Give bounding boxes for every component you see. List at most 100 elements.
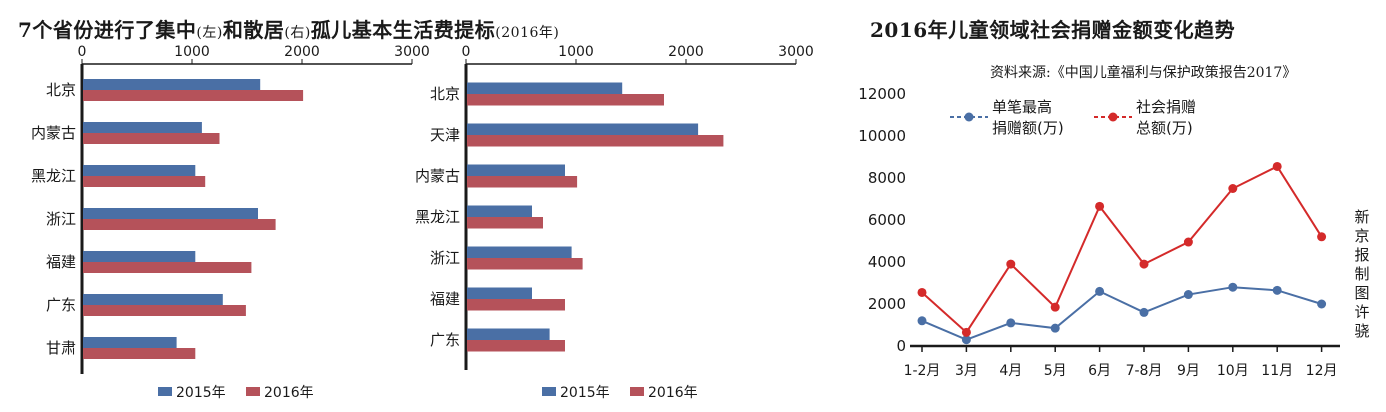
data-point	[1139, 307, 1149, 317]
y-tick-label: 8000	[868, 169, 906, 187]
data-point	[1006, 259, 1016, 269]
x-tick-label: 1-2月	[904, 363, 941, 379]
category-label: 内蒙古	[31, 124, 76, 142]
x-tick-label: 9月	[1177, 363, 1200, 379]
data-point	[961, 335, 971, 345]
bar-2016	[467, 217, 543, 229]
x-tick-label: 6月	[1088, 363, 1111, 379]
category-label: 福建	[430, 290, 460, 308]
x-tick-label: 3月	[955, 363, 978, 379]
bar-2016	[83, 305, 246, 316]
legend-swatch	[542, 387, 556, 396]
bar-2016	[467, 135, 724, 147]
data-point	[961, 327, 971, 337]
bar-2015	[467, 82, 623, 94]
bar-2016	[467, 258, 583, 270]
data-point	[1050, 302, 1060, 312]
y-tick-label: 0	[896, 337, 906, 355]
category-label: 福建	[46, 253, 76, 271]
legend-label: 2016年	[264, 385, 314, 401]
data-point	[1139, 259, 1149, 269]
title-part: (左)	[196, 25, 223, 41]
category-label: 浙江	[430, 249, 460, 267]
category-label: 广东	[430, 331, 460, 349]
bar-2016	[83, 262, 252, 273]
data-point	[1272, 285, 1282, 295]
x-tick-label: 12月	[1306, 363, 1338, 379]
x-tick-label: 2000	[668, 44, 704, 60]
y-tick-label: 6000	[868, 211, 906, 229]
data-point	[1228, 184, 1238, 193]
category-label: 黑龙江	[415, 208, 460, 226]
bar-2016	[83, 219, 276, 230]
x-tick-label: 7-8月	[1126, 363, 1163, 379]
legend-label: 社会捐赠总额(万)	[1136, 98, 1196, 137]
bar-2015	[467, 328, 550, 340]
title-part: (右)	[284, 25, 311, 41]
legend-label: 2016年	[648, 385, 698, 401]
x-tick-label: 0	[78, 44, 87, 60]
bar-2015	[83, 337, 177, 348]
legend-swatch	[158, 387, 172, 396]
y-tick-label: 12000	[858, 85, 906, 103]
bar-2015	[467, 123, 699, 135]
category-label: 天津	[430, 126, 460, 144]
bar-2016	[83, 133, 220, 144]
bar-2015	[467, 246, 572, 258]
bar-2015	[83, 294, 223, 305]
bar-2015	[467, 164, 565, 176]
series-line	[921, 165, 1323, 334]
bar-2016	[467, 176, 578, 188]
y-tick-label: 10000	[858, 127, 906, 145]
bar-2015	[83, 165, 196, 176]
legend-label: 单笔最高捐赠额(万)	[992, 98, 1064, 137]
title-part: 7个省份进行了集中	[18, 18, 197, 42]
category-label: 广东	[46, 296, 76, 314]
legend-swatch	[630, 387, 644, 396]
x-tick-label: 1000	[558, 44, 594, 60]
bar-2016	[83, 176, 206, 187]
bar-2015	[83, 79, 261, 90]
series-line	[921, 286, 1322, 341]
bar-2016	[83, 348, 196, 359]
x-tick-label: 3000	[778, 44, 814, 60]
legend-label: 2015年	[176, 385, 226, 401]
x-tick-label: 10月	[1217, 363, 1249, 379]
data-point	[1317, 299, 1327, 309]
category-label: 北京	[430, 85, 460, 103]
x-tick-label: 0	[462, 44, 471, 60]
data-point	[1006, 318, 1016, 328]
data-point	[1183, 237, 1193, 247]
category-label: 甘肃	[46, 339, 76, 357]
title-part: (2016年)	[495, 25, 560, 41]
data-point	[917, 316, 927, 326]
data-source-note: 资料来源:《中国儿童福利与保护政策报告2017》	[990, 65, 1297, 81]
title-part: 孤儿基本生活费提标	[310, 18, 496, 42]
title-part: 和散居	[222, 18, 285, 42]
bar-2015	[467, 205, 532, 217]
x-tick-label: 2000	[284, 44, 320, 60]
y-tick-label: 2000	[868, 295, 906, 313]
x-tick-label: 3000	[394, 44, 430, 60]
category-label: 内蒙古	[415, 167, 460, 185]
data-point	[1272, 161, 1282, 171]
x-tick-label: 4月	[999, 363, 1022, 379]
bar-2015	[83, 122, 202, 133]
data-point	[1095, 201, 1105, 211]
data-point	[1050, 323, 1060, 333]
category-label: 浙江	[46, 210, 76, 228]
bar-2015	[83, 208, 258, 219]
bar-2016	[467, 94, 664, 106]
bar-2015	[83, 251, 196, 262]
x-tick-label: 5月	[1044, 363, 1067, 379]
y-tick-label: 4000	[868, 253, 906, 271]
category-label: 北京	[46, 81, 76, 99]
bar-2016	[467, 340, 565, 352]
bar-2016	[83, 90, 304, 101]
data-point	[1183, 290, 1193, 300]
bar-2016	[467, 299, 565, 311]
left-chart-title: 7个省份进行了集中(左)和散居(右)孤儿基本生活费提标(2016年)	[18, 14, 559, 43]
data-point	[1228, 282, 1238, 292]
bar-2015	[467, 287, 532, 299]
